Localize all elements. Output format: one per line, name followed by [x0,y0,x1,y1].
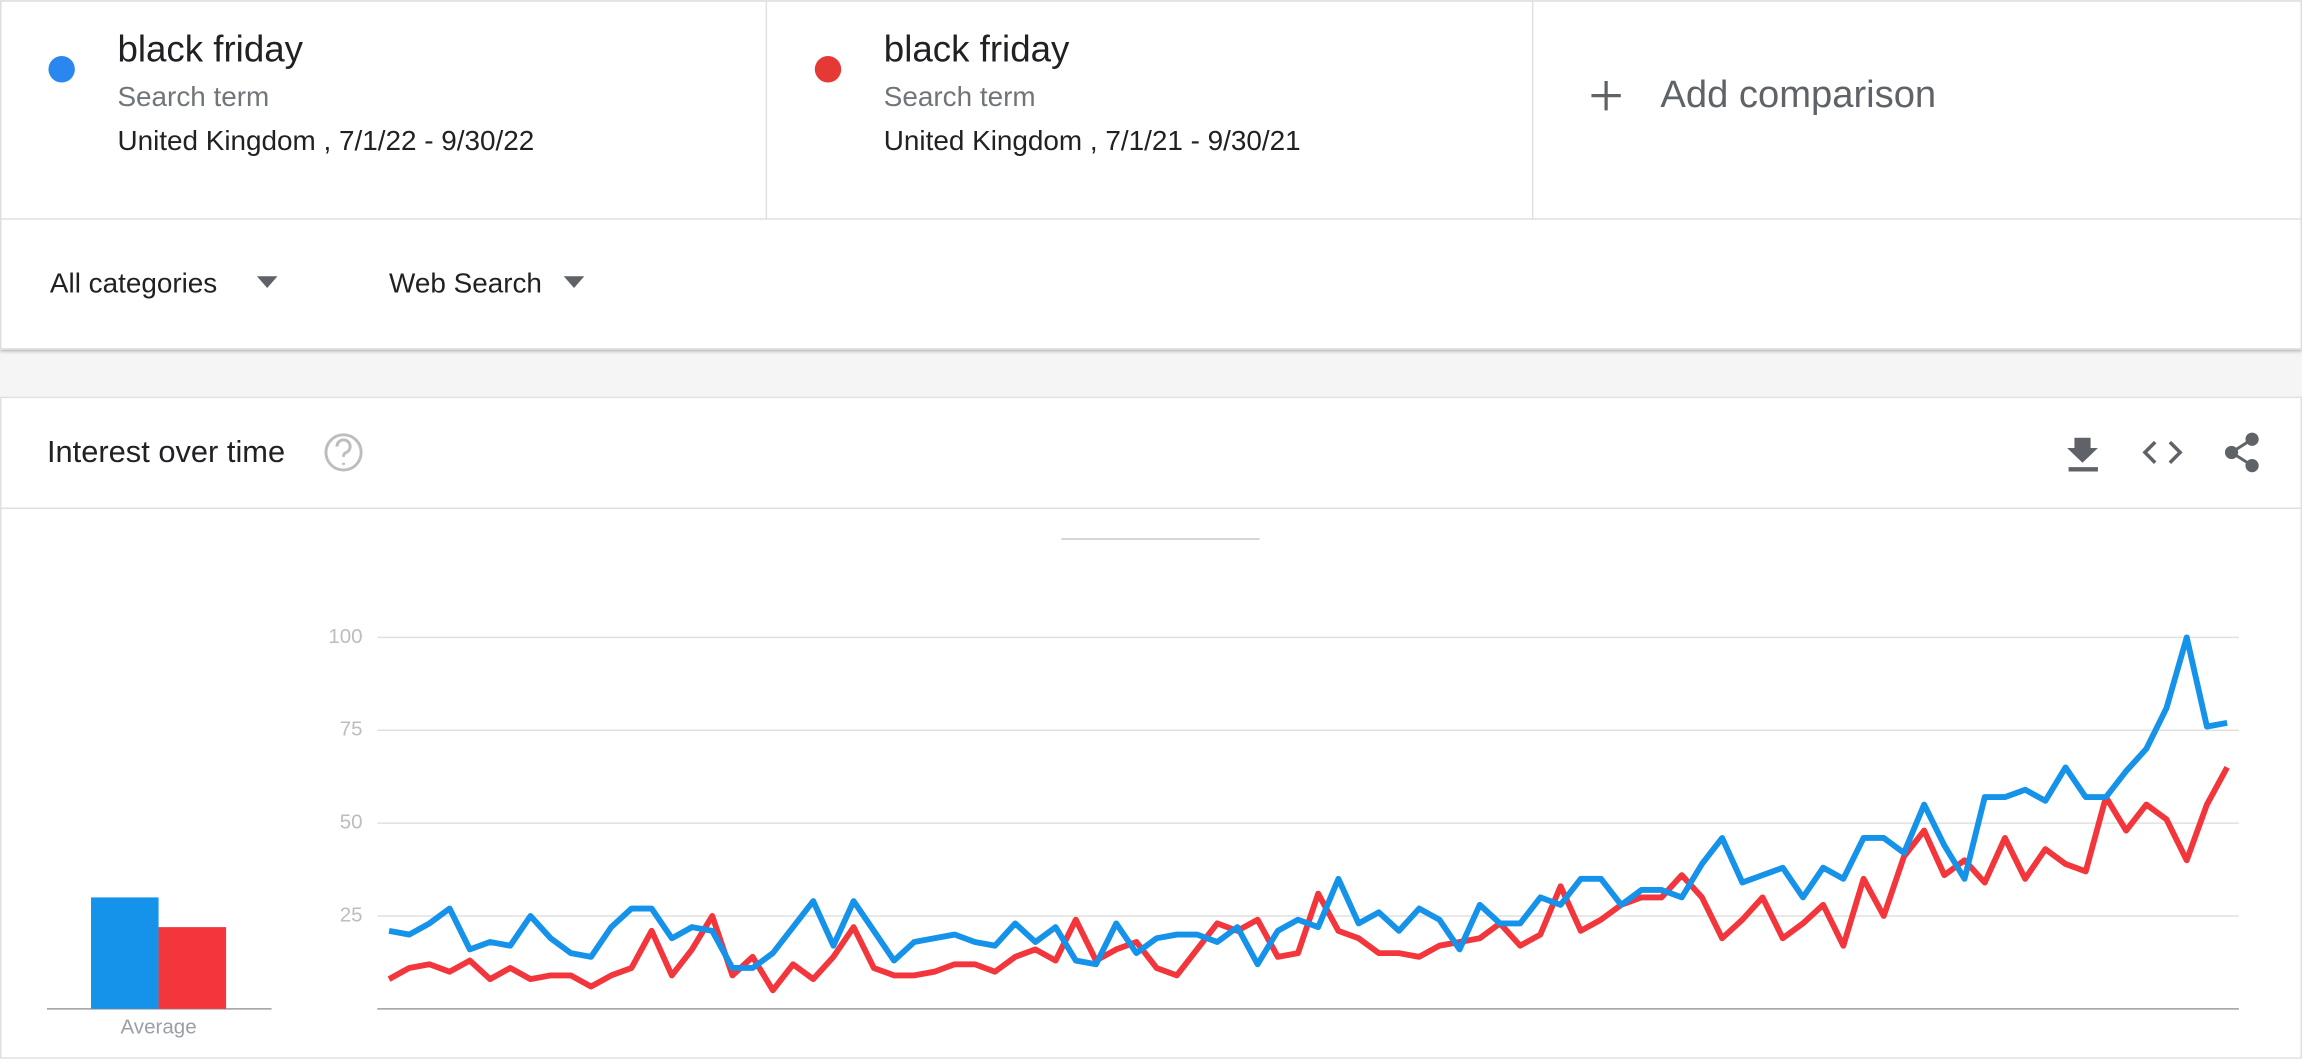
term-card[interactable]: black friday Search term United Kingdom … [48,28,534,156]
dropdown-arrow [563,276,585,288]
category-filter[interactable]: All categories [50,267,278,298]
term-card[interactable]: black friday Search term United Kingdom … [814,28,1301,156]
term-scope: United Kingdom , 7/1/22 - 9/30/22 [117,125,534,156]
share-dot [2245,459,2259,473]
legend-dot [814,56,842,83]
term-kind: Search term [884,81,1036,112]
search-type-filter[interactable]: Web Search [389,267,585,298]
help-icon[interactable] [324,433,363,472]
average-bar [91,897,159,1009]
term: black friday [884,28,1070,69]
help-mark [335,438,352,465]
dropdown-arrow [256,276,278,288]
series-line [388,634,2228,971]
download-button[interactable] [2067,437,2098,472]
y-tick-label: 25 [340,903,363,926]
y-tick-label: 50 [340,811,363,834]
y-tick-label: 100 [328,625,362,648]
share-button[interactable] [2224,432,2259,473]
header-panel [0,0,2302,350]
help-circle [324,433,363,472]
filter-label: Web Search [389,267,542,298]
share-dot [2224,445,2239,460]
y-tick-label: 75 [340,718,363,741]
gap-band [0,349,2302,397]
term: black friday [117,28,303,69]
share-dot [2245,432,2259,446]
filter-label: All categories [50,267,217,298]
add-comparison-label: Add comparison [1660,73,1936,116]
term-kind: Search term [117,81,269,112]
add-comparison-button[interactable]: Add comparison [1591,73,1936,116]
section-title: Interest over time [47,434,285,469]
average-label: Average [120,1015,196,1038]
embed-button[interactable] [2142,440,2183,464]
plus-icon [1591,80,1621,111]
legend-dot [48,56,75,83]
download-icon [2067,437,2098,472]
plot: 25 50 75 100 [46,625,2239,1010]
average-bar [158,927,227,1009]
embed-icon [2142,440,2183,464]
term-scope: United Kingdom , 7/1/21 - 9/30/21 [884,125,1301,156]
